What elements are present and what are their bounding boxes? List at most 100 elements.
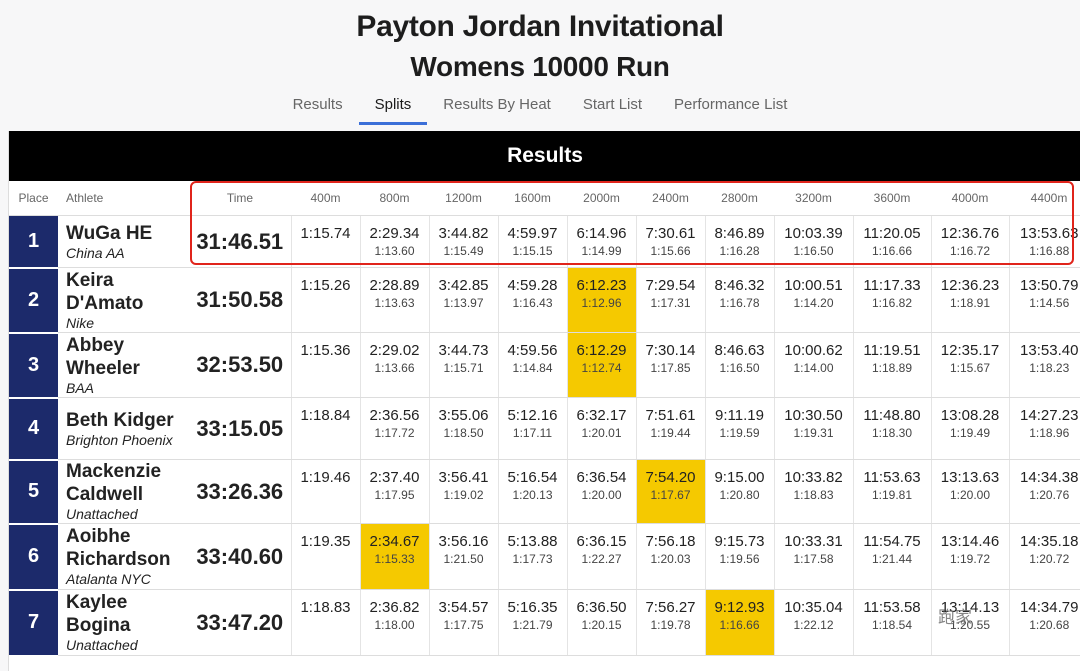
cumulative-split: 11:19.51 <box>854 342 931 360</box>
cumulative-split: 8:46.32 <box>706 277 774 295</box>
lap-split: 1:12.74 <box>568 360 636 376</box>
cumulative-split: 2:36.56 <box>361 407 429 425</box>
lap-split: 1:16.88 <box>1010 243 1080 259</box>
cumulative-split: 6:36.54 <box>568 469 636 487</box>
lap-split: 1:20.00 <box>932 487 1009 503</box>
tab-splits[interactable]: Splits <box>359 92 428 125</box>
lap-split: 1:17.58 <box>775 551 853 567</box>
cumulative-split: 7:51.61 <box>637 407 705 425</box>
lap-split: 1:17.73 <box>499 551 567 567</box>
split-cell: 1:19.35 <box>291 524 360 590</box>
athlete-name[interactable]: WuGa HE <box>66 222 189 245</box>
cumulative-split: 3:56.16 <box>430 533 498 551</box>
lap-split: 1:20.80 <box>706 487 774 503</box>
cumulative-split: 13:50.79 <box>1010 277 1080 295</box>
col-header-place: Place <box>9 181 58 216</box>
col-header-athlete: Athlete <box>58 181 189 216</box>
cumulative-split: 6:32.17 <box>568 407 636 425</box>
place-cell: 1 <box>9 216 58 268</box>
cumulative-split: 7:30.61 <box>637 225 705 243</box>
finish-time: 33:15.05 <box>189 398 291 460</box>
lap-split: 1:18.83 <box>775 487 853 503</box>
athlete-name[interactable]: Aoibhe Richardson <box>66 525 189 571</box>
lap-split: 1:17.85 <box>637 360 705 376</box>
lap-split: 1:14.56 <box>1010 295 1080 311</box>
finish-time: 31:46.51 <box>189 216 291 268</box>
cumulative-split: 8:46.89 <box>706 225 774 243</box>
finish-time: 31:50.58 <box>189 268 291 333</box>
lap-split: 1:18.96 <box>1010 425 1080 441</box>
cumulative-split: 11:17.33 <box>854 277 931 295</box>
col-header-split: 2400m <box>636 181 705 216</box>
lap-split: 1:18.23 <box>1010 360 1080 376</box>
cumulative-split: 10:33.82 <box>775 469 853 487</box>
place-cell: 5 <box>9 460 58 524</box>
panel-title: Results <box>9 131 1080 181</box>
lap-split: 1:19.78 <box>637 617 705 633</box>
lap-split: 1:16.50 <box>775 243 853 259</box>
col-header-split: 3600m <box>853 181 931 216</box>
athlete-name[interactable]: Keira D'Amato <box>66 269 189 315</box>
athlete-name[interactable]: Abbey Wheeler <box>66 334 189 380</box>
lap-split: 1:14.20 <box>775 295 853 311</box>
cumulative-split: 2:28.89 <box>361 277 429 295</box>
cumulative-split: 3:44.73 <box>430 342 498 360</box>
lap-split: 1:15.67 <box>932 360 1009 376</box>
lap-split: 1:16.43 <box>499 295 567 311</box>
tab-results-by-heat[interactable]: Results By Heat <box>427 92 567 125</box>
meet-title: Payton Jordan Invitational <box>0 10 1080 44</box>
cumulative-split: 10:03.39 <box>775 225 853 243</box>
lap-split: 1:19.56 <box>706 551 774 567</box>
cumulative-split: 6:14.96 <box>568 225 636 243</box>
tab-performance-list[interactable]: Performance List <box>658 92 803 125</box>
cumulative-split: 6:36.15 <box>568 533 636 551</box>
cumulative-split: 4:59.97 <box>499 225 567 243</box>
tab-results[interactable]: Results <box>277 92 359 125</box>
lap-split: 1:15.49 <box>430 243 498 259</box>
cumulative-split: 12:35.17 <box>932 342 1009 360</box>
tab-bar: Results Splits Results By Heat Start Lis… <box>0 92 1080 125</box>
cumulative-split: 5:12.16 <box>499 407 567 425</box>
tab-start-list[interactable]: Start List <box>567 92 658 125</box>
athlete-name[interactable]: Mackenzie Caldwell <box>66 460 189 506</box>
lap-split: 1:12.96 <box>568 295 636 311</box>
place-cell: 3 <box>9 333 58 398</box>
lap-split: 1:16.66 <box>706 617 774 633</box>
lap-split: 1:20.76 <box>1010 487 1080 503</box>
athlete-name[interactable]: Beth Kidger <box>66 409 189 432</box>
cumulative-split: 13:53.40 <box>1010 342 1080 360</box>
lap-split: 1:19.44 <box>637 425 705 441</box>
cumulative-split: 7:54.20 <box>637 469 705 487</box>
cumulative-split: 14:27.23 <box>1010 407 1080 425</box>
athlete-name[interactable]: Kaylee Bogina <box>66 591 189 637</box>
